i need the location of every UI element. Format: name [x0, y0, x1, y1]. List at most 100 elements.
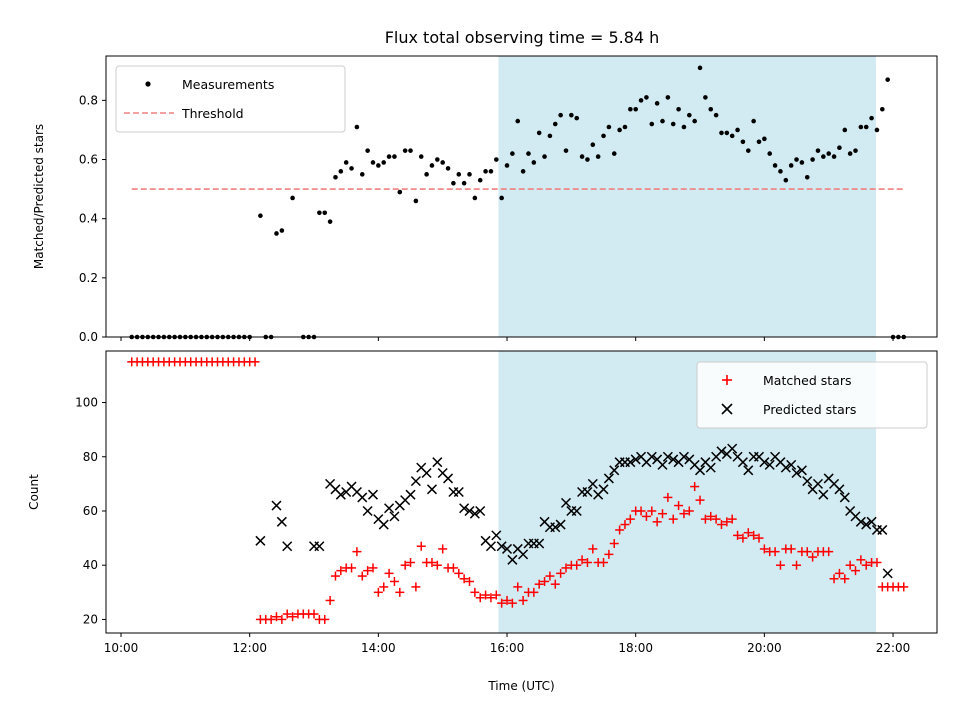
measurement-point: [740, 139, 746, 145]
measurement-point: [880, 106, 885, 112]
matched-star-point: [497, 598, 507, 608]
measurement-point: [708, 106, 714, 112]
predicted-stars-series: [255, 443, 893, 579]
measurement-point: [681, 124, 687, 130]
measurement-point: [418, 154, 424, 159]
matched-star-point: [770, 547, 780, 557]
measurement-point: [885, 77, 890, 82]
measurement-point: [483, 169, 488, 174]
measurement-point: [520, 169, 526, 174]
count-panel: 20 40 60 80 100 10:00 12:00 14:00 16:00 18:00 20:…: [27, 350, 938, 693]
legend-predicted-marker: [721, 403, 733, 415]
measurement-point: [606, 124, 612, 130]
matched-star-point: [856, 555, 866, 565]
matched-star-point: [636, 506, 646, 516]
measurement-point: [579, 154, 585, 159]
predicted-star-point: [271, 500, 282, 511]
matched-star-point: [438, 544, 448, 554]
x-tick-label: 16:00: [490, 641, 525, 655]
measurement-point: [461, 180, 467, 186]
legend-measurements-label: Measurements: [182, 77, 274, 92]
matched-star-point: [475, 593, 485, 603]
measurement-point: [381, 160, 387, 165]
matched-star-point: [448, 563, 458, 573]
measurement-point: [633, 106, 638, 112]
measurement-point: [526, 151, 531, 156]
matched-star-point: [518, 595, 528, 605]
measurement-point: [585, 157, 590, 162]
measurement-point: [552, 121, 558, 127]
matched-star-point: [309, 609, 319, 619]
ratio-plot-frame: [105, 55, 938, 338]
matched-star-point: [743, 528, 753, 538]
matched-star-point: [282, 609, 292, 619]
y-tick-label: 60: [83, 504, 98, 518]
matched-star-point: [808, 552, 818, 562]
measurement-point: [408, 148, 413, 153]
legend-threshold-label: Threshold: [181, 106, 244, 121]
matched-star-point: [556, 568, 566, 578]
predicted-star-point: [314, 541, 325, 552]
measurement-point: [794, 157, 799, 162]
matched-star-point: [277, 614, 287, 624]
matched-star-point: [700, 514, 710, 524]
measurement-point: [290, 195, 295, 201]
measurement-point: [349, 166, 354, 171]
predicted-star-point: [796, 465, 807, 476]
ratio-legend-box: [115, 65, 346, 133]
matched-star-point: [250, 357, 260, 367]
matched-star-point: [711, 514, 721, 524]
measurement-point: [327, 219, 333, 224]
measurement-point: [317, 210, 322, 216]
measurement-point: [713, 112, 719, 118]
matched-star-point: [464, 576, 474, 586]
measurement-point: [751, 118, 756, 124]
predicted-star-point: [485, 541, 496, 552]
predicted-star-point: [410, 476, 421, 487]
matched-star-point: [641, 511, 651, 521]
matched-star-point: [379, 582, 389, 592]
predicted-star-point: [384, 503, 395, 514]
matched-star-point: [416, 541, 426, 551]
measurement-point: [745, 148, 751, 153]
predicted-star-point: [705, 462, 716, 473]
ratio-y-ticks: 0.0 0.2 0.4 0.6 0.8: [79, 93, 106, 344]
y-tick-label: 0.2: [79, 271, 98, 285]
measurement-point: [628, 106, 633, 112]
measurement-point: [842, 127, 848, 133]
measurement-point: [456, 172, 462, 177]
measurement-point: [762, 136, 767, 142]
measurement-point: [670, 121, 676, 127]
predicted-star-point: [662, 451, 673, 462]
measurement-point: [703, 95, 708, 100]
matched-star-point: [690, 482, 700, 492]
measurement-point: [429, 163, 435, 168]
predicted-star-point: [582, 486, 593, 498]
measurement-point: [778, 169, 783, 174]
chart-title: Flux total observing time = 5.84 h: [385, 28, 660, 47]
matched-star-point: [727, 514, 737, 524]
matched-star-point: [802, 547, 812, 557]
matched-star-point: [357, 571, 367, 581]
matched-star-point: [588, 544, 598, 554]
matched-star-point: [620, 520, 630, 530]
matched-star-point: [861, 560, 871, 570]
matched-star-point: [695, 495, 705, 505]
matched-star-point: [368, 563, 378, 573]
predicted-star-point: [534, 538, 545, 549]
measurement-point: [837, 145, 842, 150]
predicted-star-point: [834, 484, 845, 495]
matched-star-point: [411, 582, 421, 592]
measurement-point: [826, 151, 832, 156]
x-tick-label: 12:00: [232, 641, 267, 655]
x-tick-label: 10:00: [104, 641, 139, 655]
matched-star-point: [663, 492, 673, 502]
measurement-point: [858, 124, 864, 130]
predicted-star-point: [426, 484, 437, 495]
matched-star-point: [668, 514, 678, 524]
measurement-point: [697, 65, 703, 71]
predicted-star-point: [646, 451, 657, 462]
matched-star-point: [845, 560, 855, 570]
predicted-star-point: [501, 543, 513, 554]
measurement-point: [622, 124, 628, 130]
